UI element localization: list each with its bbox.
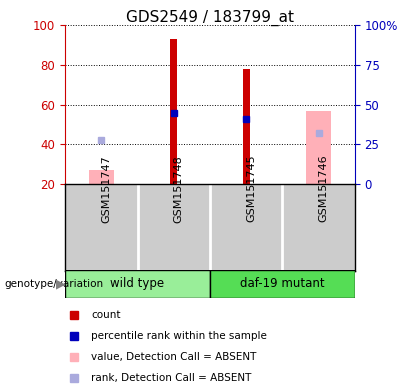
Text: GSM151747: GSM151747 [101, 155, 111, 222]
Bar [65, 270, 210, 298]
Text: count: count [91, 310, 121, 320]
Text: GSM151746: GSM151746 [319, 155, 329, 222]
Text: value, Detection Call = ABSENT: value, Detection Call = ABSENT [91, 352, 257, 362]
Bar [306, 111, 331, 184]
Bar [89, 170, 114, 184]
Bar [243, 69, 250, 184]
Text: percentile rank within the sample: percentile rank within the sample [91, 331, 267, 341]
Text: GSM151745: GSM151745 [246, 155, 256, 222]
Text: GSM151748: GSM151748 [174, 155, 184, 222]
Text: wild type: wild type [110, 277, 165, 290]
Text: daf-19 mutant: daf-19 mutant [240, 277, 325, 290]
Text: ▶: ▶ [56, 277, 66, 290]
Bar [210, 270, 355, 298]
Text: genotype/variation: genotype/variation [4, 279, 103, 289]
Bar [170, 39, 177, 184]
Text: rank, Detection Call = ABSENT: rank, Detection Call = ABSENT [91, 373, 252, 383]
Text: GDS2549 / 183799_at: GDS2549 / 183799_at [126, 10, 294, 26]
